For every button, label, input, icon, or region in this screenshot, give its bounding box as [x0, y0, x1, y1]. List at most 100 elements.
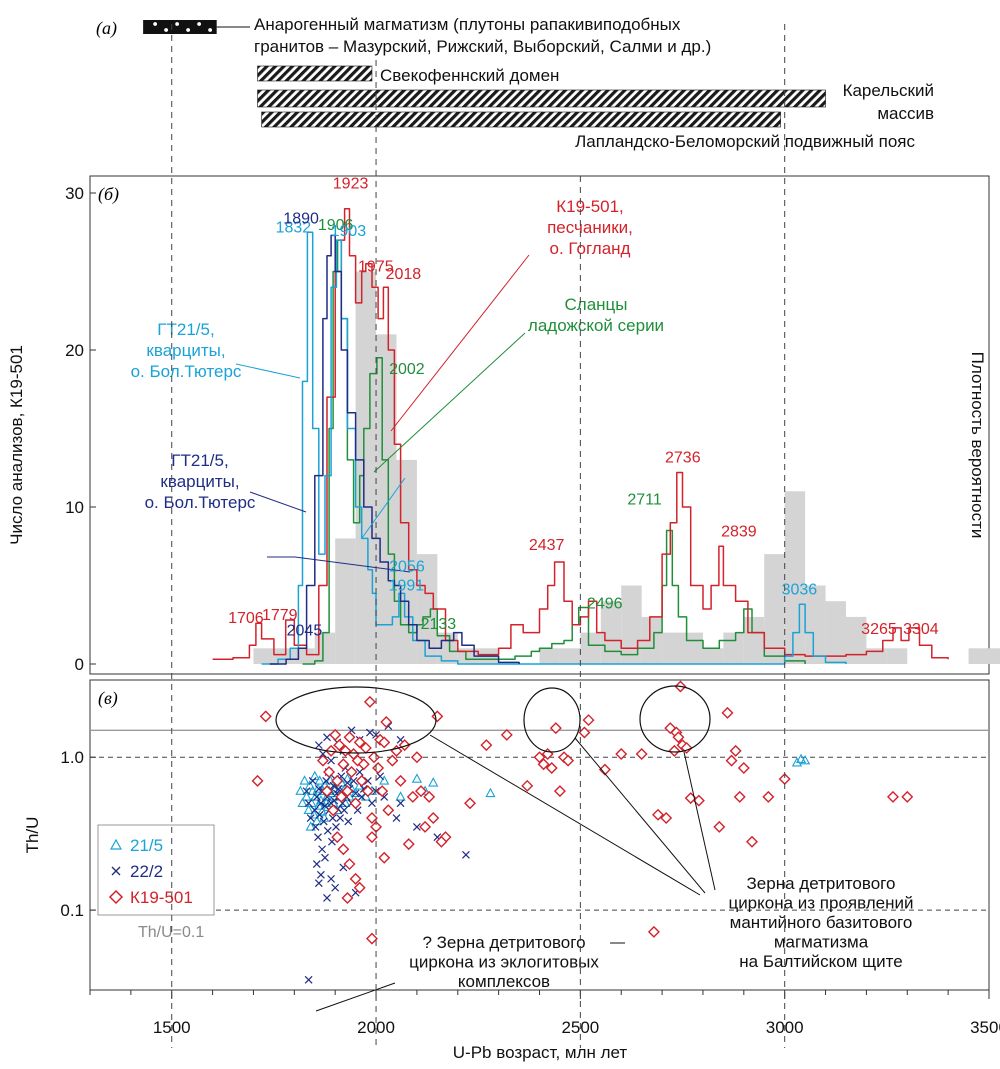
point-k19-501: [333, 739, 346, 752]
point-21-5: [795, 753, 807, 763]
peak-label-2056: 2056: [389, 558, 425, 575]
point-21-5: [304, 780, 315, 790]
panel-c-letter: (в): [98, 688, 118, 709]
histogram-bar: [805, 585, 826, 664]
point-22-2: [392, 814, 401, 822]
point-21-5: [799, 754, 811, 765]
point-22-2: [332, 822, 340, 831]
point-k19-501: [729, 744, 742, 757]
density-curve-1: [302, 239, 806, 665]
point-k19-501: [341, 785, 354, 798]
histogram-bar: [702, 648, 724, 664]
point-k19-501: [353, 881, 366, 894]
peak-label-1903: 1903: [331, 223, 367, 240]
peak-label-2496: 2496: [587, 595, 623, 612]
point-22-2: [314, 833, 322, 842]
point-k19-501: [353, 736, 366, 749]
peak-label-1890: 1890: [283, 210, 319, 227]
range-label-karelian-line1: Карельский: [843, 81, 934, 100]
point-21-5: [428, 777, 439, 787]
panel-a: (а) Анарогенный магматизм (плутоны рапак…: [96, 15, 934, 151]
density-curve-2: [261, 231, 847, 665]
annot-mantle-line: на Балтийском щите: [739, 952, 902, 971]
peak-label-2736: 2736: [665, 449, 701, 466]
point-22-2: [328, 814, 337, 822]
point-22-2: [412, 822, 421, 831]
y-axis-title-right: Плотность вероятности: [968, 352, 987, 539]
point-k19-501: [382, 804, 395, 817]
point-k19-501: [537, 758, 550, 771]
histogram-bar: [314, 632, 336, 664]
histogram-bar: [559, 648, 581, 664]
annot-leader-2: [574, 737, 706, 894]
point-k19-501: [378, 736, 391, 749]
point-22-2: [314, 741, 323, 750]
callout-text: о. Бол.Тютерс: [131, 362, 242, 381]
series-callouts: К19-501, песчаники, о. Гогланд Сланцы ладожс…: [131, 197, 664, 573]
point-22-2: [312, 792, 321, 801]
panel-b-y-axis: 0 10 20 30: [65, 184, 96, 674]
annot-eclogite-line: комплексов: [458, 972, 550, 991]
point-22-2: [323, 894, 331, 902]
x-tick-label: 3500: [970, 1018, 1000, 1037]
callout-text: К19-501,: [556, 197, 624, 216]
point-k19-501: [378, 851, 391, 864]
point-k19-501: [349, 797, 362, 810]
point-22-2: [349, 776, 358, 785]
annot-leader-3: [683, 751, 716, 891]
point-22-2: [302, 787, 311, 796]
x-axis-title: U-Pb возраст, млн лет: [453, 1043, 628, 1062]
point-k19-501: [680, 741, 693, 754]
range-label-karelian-line2: массив: [877, 104, 934, 123]
range-dot: [164, 28, 169, 32]
point-k19-501: [500, 728, 513, 741]
histogram-bar: [743, 616, 765, 664]
point-22-2: [331, 883, 340, 892]
histogram-bar: [539, 648, 560, 664]
peak-label-2839: 2839: [721, 523, 757, 540]
point-22-2: [322, 776, 331, 785]
point-22-2: [316, 799, 325, 808]
point-k19-501: [251, 774, 264, 787]
histogram-bar: [294, 648, 315, 664]
y-tick-label-b: 20: [65, 341, 84, 360]
y-axis-title-left: Число анализов, К19-501: [7, 345, 26, 545]
point-k19-501: [660, 812, 673, 825]
annot-mantle-line: циркона из проявлений: [728, 894, 913, 913]
histogram-bar: [641, 616, 663, 664]
point-22-2: [365, 728, 374, 737]
histogram-bar: [784, 491, 806, 664]
histogram-bar: [273, 648, 295, 664]
panel-c-reference-lines: Th/U=0.1: [90, 729, 989, 941]
point-22-2: [376, 772, 385, 781]
histogram-bar: [376, 334, 397, 664]
point-k19-501: [746, 835, 758, 848]
range-label-svecofennian: Свекофеннский домен: [380, 66, 559, 85]
range-bar-anorogenic: [143, 20, 217, 34]
callout-text: о. Бол.Тютерс: [145, 493, 256, 512]
panel-b-letter: (б): [98, 184, 119, 205]
peak-label-1975: 1975: [358, 259, 394, 276]
point-k19-501: [480, 739, 493, 752]
point-k19-501: [635, 747, 648, 760]
histogram-bar: [396, 459, 417, 664]
point-k19-501: [402, 838, 415, 851]
point-k19-501: [762, 790, 775, 803]
callout-leader: [373, 332, 526, 473]
range-label-anorogenic-line2: гранитов – Мазурский, Рижский, Выборский…: [254, 37, 711, 56]
callout-text: Сланцы: [565, 295, 628, 314]
range-bar-3: [261, 111, 781, 128]
point-22-2: [314, 879, 323, 888]
callout-text: кварциты,: [160, 472, 239, 491]
point-22-2: [327, 756, 336, 765]
point-k19-501: [361, 785, 374, 798]
panel-b: 0 10 20 30 К19-501, песчаники, о. Гогланд Слан…: [7, 175, 1000, 675]
point-22-2: [343, 778, 352, 787]
point-22-2: [462, 850, 470, 859]
point-k19-501: [647, 925, 660, 938]
callout-leader: [235, 363, 301, 379]
point-k19-501: [562, 754, 575, 767]
point-k19-501: [419, 820, 432, 833]
point-k19-501: [341, 891, 354, 904]
annot-eclogite-line: ? Зерна детритового: [422, 933, 585, 952]
